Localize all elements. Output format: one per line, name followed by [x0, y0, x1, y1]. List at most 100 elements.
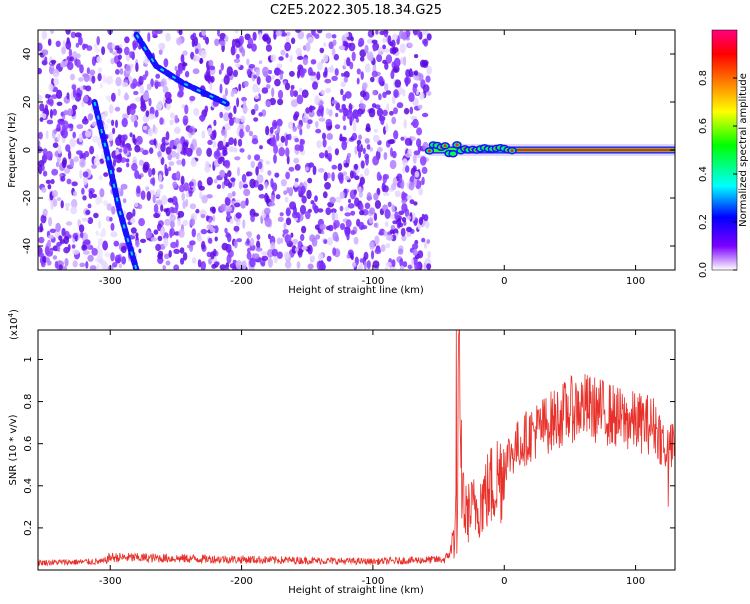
spectrogram-cell	[232, 259, 237, 264]
spectrogram-cell	[328, 109, 333, 117]
spectrogram-cell	[49, 228, 57, 233]
spectrogram-cell	[238, 180, 243, 190]
spectrogram-cell	[177, 217, 181, 227]
spectrogram-cell	[269, 126, 274, 134]
spectrogram-cell	[199, 191, 203, 199]
spectrogram-cell	[119, 68, 124, 75]
spectrogram-cell	[325, 107, 330, 115]
spectrogram-cell	[189, 240, 196, 246]
spectrogram-cell	[79, 64, 84, 74]
spectrogram-cell	[421, 176, 425, 185]
spectrogram-cell	[392, 47, 399, 54]
spectrogram-y-tick-label: 40	[22, 48, 33, 61]
spectrogram-cell	[264, 192, 269, 203]
spectrogram-cell	[174, 65, 178, 72]
spectrogram-cell	[382, 37, 387, 43]
spectrogram-cell	[150, 237, 157, 242]
colorbar-tick-label: 0.0	[698, 262, 709, 278]
spectrogram-cell	[234, 30, 239, 34]
spectrogram-cell	[398, 174, 403, 184]
spectrogram-cell	[245, 197, 249, 206]
spectrogram-cell	[397, 222, 404, 228]
spectrogram-cell	[261, 255, 269, 261]
spectrogram-cell	[344, 206, 350, 212]
spectrogram-cell	[277, 89, 284, 100]
spectrogram-cell	[315, 120, 319, 128]
spectrogram-cell	[182, 251, 188, 261]
spectrogram-cell	[83, 176, 88, 186]
spectrogram-cell	[41, 164, 45, 172]
spectrogram-cell	[393, 57, 401, 68]
spectrogram-cell	[139, 84, 145, 94]
spectrogram-cell	[176, 143, 182, 154]
spectrogram-cell	[305, 107, 310, 114]
spectrogram-cell	[334, 68, 339, 76]
spectrogram-cell	[283, 251, 290, 259]
spectrogram-cell	[46, 150, 53, 161]
spectrogram-cell	[359, 203, 364, 212]
spectrogram-cell	[123, 145, 128, 154]
spectrogram-cell	[403, 107, 410, 115]
spectrogram-cell	[151, 167, 156, 176]
spectrogram-cell	[393, 130, 399, 140]
spectrogram-cell	[178, 184, 185, 193]
spectrogram-cell	[224, 87, 228, 97]
spectrogram-cell	[97, 67, 103, 74]
spectrogram-cell	[57, 133, 61, 142]
spectrogram-cell	[427, 251, 431, 259]
spectrogram-cell	[45, 130, 49, 140]
spectrogram-cell	[350, 230, 356, 235]
spectrogram-cell	[412, 99, 419, 106]
spectrogram-cell	[351, 51, 356, 62]
spectrogram-cell	[142, 91, 150, 101]
spectrogram-cell	[247, 37, 254, 47]
snr-y-axis-label: SNR (10 * v/v)	[8, 414, 19, 485]
spectrogram-cell	[360, 144, 363, 153]
spectrogram-cell	[200, 49, 207, 59]
spectrogram-cell	[49, 98, 54, 107]
snr-scale-exponent: 4	[7, 312, 15, 317]
spectrogram-cell	[224, 123, 231, 131]
spectrogram-cell	[254, 103, 259, 112]
spectrogram-cell	[296, 261, 301, 269]
spectrogram-cell	[363, 251, 369, 260]
spectrogram-cell	[247, 247, 251, 254]
spectrogram-cell	[364, 44, 369, 54]
spectrogram-cell	[356, 139, 362, 146]
spectrogram-cell	[355, 117, 360, 123]
spectrogram-cell	[118, 263, 123, 269]
spectrogram-cell	[79, 85, 84, 91]
spectrogram-cell	[184, 104, 189, 115]
spectrogram-cell	[69, 138, 76, 148]
spectrogram-cell	[348, 42, 356, 52]
spectrogram-cell	[402, 88, 406, 97]
spectrogram-cell	[93, 43, 99, 49]
spectrogram-cell	[133, 90, 139, 96]
spectrogram-cell	[270, 137, 277, 147]
spectrogram-cell	[61, 46, 66, 55]
spectrogram-cell	[264, 181, 268, 190]
spectrogram-cell	[384, 221, 389, 227]
spectrogram-cell	[108, 131, 113, 142]
spectrogram-cell	[107, 95, 112, 103]
spectrogram-cell	[276, 237, 282, 245]
spectrogram-cell	[390, 224, 396, 231]
spectrogram-cell	[134, 170, 140, 179]
spectrogram-cell	[360, 160, 365, 169]
spectrogram-cell	[41, 187, 47, 193]
spectrogram-cell	[225, 243, 232, 253]
spectrogram-cell	[322, 71, 328, 78]
spectrogram-cell	[274, 172, 280, 178]
spectrogram-cell	[383, 30, 389, 38]
spectrogram-cell	[85, 209, 91, 215]
spectrogram-cell	[201, 194, 208, 204]
spectrogram-cell	[241, 260, 247, 270]
spectrogram-cell	[103, 123, 109, 130]
colorbar-label: Normalized spectral amplitude	[738, 73, 749, 227]
spectrogram-cell	[376, 171, 381, 181]
spectrogram-cell	[380, 118, 385, 125]
spectrogram-cell	[147, 128, 153, 137]
spectrogram-cell	[82, 195, 87, 201]
spectrogram-cell	[405, 165, 410, 173]
spectrogram-cell	[250, 214, 256, 223]
